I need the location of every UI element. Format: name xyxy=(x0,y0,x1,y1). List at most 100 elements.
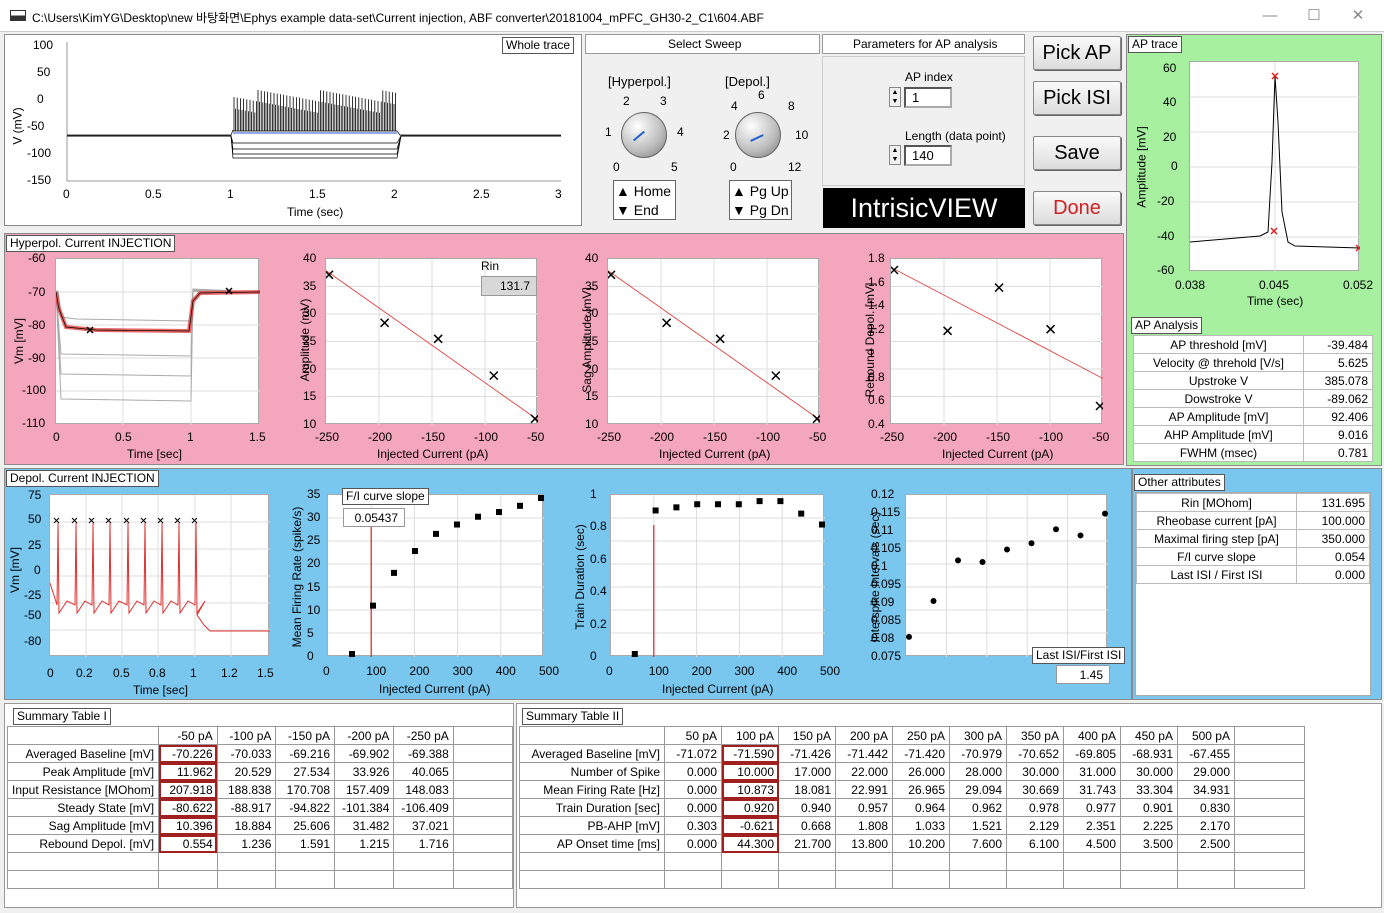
row-label[interactable]: AP Onset time [ms] xyxy=(519,834,665,853)
table-cell[interactable]: 1.521 xyxy=(949,816,1007,835)
table-cell[interactable]: 2.225 xyxy=(1120,816,1178,835)
table-cell[interactable]: 2.129 xyxy=(1006,816,1064,835)
table-cell[interactable]: 0.000 xyxy=(664,762,722,781)
row-label[interactable]: Steady State [mV] xyxy=(6,798,160,817)
table-cell[interactable]: 0.000 xyxy=(664,798,722,817)
table-cell[interactable]: 18.081 xyxy=(778,780,836,799)
table-row[interactable]: Steady State [mV] -80.622 -88.917 -94.822 -1… xyxy=(6,798,513,817)
table-cell[interactable]: 0.978 xyxy=(1006,798,1064,817)
table-cell[interactable]: -70.226 xyxy=(158,744,218,763)
table-cell[interactable]: 40.065 xyxy=(393,762,454,781)
table-cell[interactable]: 2.500 xyxy=(1177,834,1235,853)
table-cell[interactable]: 17.000 xyxy=(778,762,836,781)
table-cell[interactable]: -80.622 xyxy=(158,798,218,817)
table-cell[interactable]: 2.170 xyxy=(1177,816,1235,835)
table-cell[interactable]: -70.033 xyxy=(216,744,277,763)
length-input[interactable]: 140 xyxy=(904,145,952,166)
close-button[interactable]: ✕ xyxy=(1351,7,1365,24)
table-cell[interactable]: 37.021 xyxy=(393,816,454,835)
table-cell[interactable]: 33.926 xyxy=(334,762,395,781)
table-cell[interactable]: 0.000 xyxy=(664,780,722,799)
table-cell[interactable]: 1.033 xyxy=(892,816,950,835)
table-cell[interactable]: 26.965 xyxy=(892,780,950,799)
table-cell[interactable]: 13.800 xyxy=(835,834,893,853)
table-row[interactable]: Input Resistance [MOhom] 207.918 188.838 17… xyxy=(6,780,513,799)
table-cell[interactable]: 28.000 xyxy=(949,762,1007,781)
table-cell[interactable]: -69.805 xyxy=(1063,744,1121,763)
table-cell[interactable]: 157.409 xyxy=(334,780,395,799)
table-cell[interactable]: 7.600 xyxy=(949,834,1007,853)
end-button[interactable]: ▼ End xyxy=(616,202,659,218)
table-cell[interactable]: 29.094 xyxy=(949,780,1007,799)
table-cell[interactable]: 1.236 xyxy=(216,834,277,853)
row-label[interactable]: Rebound Depol. [mV] xyxy=(6,834,160,853)
maximize-button[interactable]: ☐ xyxy=(1307,7,1321,24)
table-cell[interactable]: 0.940 xyxy=(778,798,836,817)
table-cell[interactable]: 18.884 xyxy=(216,816,277,835)
table-cell[interactable]: 1.716 xyxy=(393,834,454,853)
table-row[interactable]: PB-AHP [mV] 0.303 -0.621 0.668 1.808 1.033 1.5… xyxy=(519,816,1305,835)
table-cell[interactable]: 26.000 xyxy=(892,762,950,781)
table-cell[interactable]: -71.426 xyxy=(778,744,836,763)
table-cell[interactable]: 10.000 xyxy=(721,762,779,781)
table-cell[interactable]: 0.554 xyxy=(158,834,218,853)
table-cell[interactable]: -71.072 xyxy=(664,744,722,763)
table-cell[interactable]: 10.396 xyxy=(158,816,218,835)
table-cell[interactable]: 1.808 xyxy=(835,816,893,835)
hyperpol-knob[interactable] xyxy=(621,112,667,158)
table-cell[interactable]: -71.590 xyxy=(721,744,779,763)
table-cell[interactable]: 30.000 xyxy=(1120,762,1178,781)
table-cell[interactable]: -69.216 xyxy=(275,744,336,763)
table-row[interactable]: Train Duration [sec] 0.000 0.920 0.940 0.957… xyxy=(519,798,1305,817)
table-cell[interactable]: 27.534 xyxy=(275,762,336,781)
table-cell[interactable]: 4.500 xyxy=(1063,834,1121,853)
row-label[interactable]: PB-AHP [mV] xyxy=(519,816,665,835)
table-cell[interactable]: -69.902 xyxy=(334,744,395,763)
table-row[interactable]: Averaged Baseline [mV] -71.072 -71.590 -71.… xyxy=(519,744,1305,763)
table-cell[interactable]: 44.300 xyxy=(721,834,779,853)
row-label[interactable]: Mean Firing Rate [Hz] xyxy=(519,780,665,799)
table-cell[interactable]: 20.529 xyxy=(216,762,277,781)
table-cell[interactable]: 0.830 xyxy=(1177,798,1235,817)
table-row[interactable]: Rebound Depol. [mV] 0.554 1.236 1.591 1.215 1… xyxy=(6,834,513,853)
table-cell[interactable]: 22.000 xyxy=(835,762,893,781)
table-cell[interactable]: 10.200 xyxy=(892,834,950,853)
table-row[interactable]: Averaged Baseline [mV] -70.226 -70.033 -69.… xyxy=(6,744,513,763)
table-cell[interactable]: -71.420 xyxy=(892,744,950,763)
table-cell[interactable]: 31.743 xyxy=(1063,780,1121,799)
row-label[interactable]: Train Duration [sec] xyxy=(519,798,665,817)
table-cell[interactable]: 0.977 xyxy=(1063,798,1121,817)
table-cell[interactable]: -0.621 xyxy=(721,816,779,835)
table-cell[interactable]: 3.500 xyxy=(1120,834,1178,853)
row-label[interactable]: Number of Spike xyxy=(519,762,665,781)
table-cell[interactable]: -88.917 xyxy=(216,798,277,817)
save-button[interactable]: Save xyxy=(1033,136,1121,170)
table-cell[interactable]: 31.482 xyxy=(334,816,395,835)
table-cell[interactable]: 10.873 xyxy=(721,780,779,799)
ap-index-input[interactable]: 1 xyxy=(904,87,952,108)
row-label[interactable]: Averaged Baseline [mV] xyxy=(6,744,160,763)
table-cell[interactable]: -68.931 xyxy=(1120,744,1178,763)
table-cell[interactable]: 6.100 xyxy=(1006,834,1064,853)
table-cell[interactable]: 31.000 xyxy=(1063,762,1121,781)
pick-ap-button[interactable]: Pick AP xyxy=(1033,36,1121,70)
row-label[interactable]: Sag Amplitude [mV] xyxy=(6,816,160,835)
table-cell[interactable]: 33.304 xyxy=(1120,780,1178,799)
table-cell[interactable]: 0.000 xyxy=(664,834,722,853)
row-label[interactable]: Input Resistance [MOhom] xyxy=(6,780,160,799)
table-cell[interactable]: 0.920 xyxy=(721,798,779,817)
minimize-button[interactable]: — xyxy=(1262,7,1278,24)
pick-isi-button[interactable]: Pick ISI xyxy=(1033,81,1121,115)
table-cell[interactable]: 21.700 xyxy=(778,834,836,853)
table-cell[interactable]: 0.303 xyxy=(664,816,722,835)
table-cell[interactable]: -71.442 xyxy=(835,744,893,763)
table-row[interactable]: Peak Amplitude [mV] 11.962 20.529 27.534 33.… xyxy=(6,762,513,781)
table-cell[interactable]: 0.964 xyxy=(892,798,950,817)
table-cell[interactable]: 0.668 xyxy=(778,816,836,835)
table-cell[interactable]: 22.991 xyxy=(835,780,893,799)
table-row[interactable]: Mean Firing Rate [Hz] 0.000 10.873 18.081 22… xyxy=(519,780,1305,799)
table-cell[interactable]: -70.979 xyxy=(949,744,1007,763)
table-cell[interactable]: 34.931 xyxy=(1177,780,1235,799)
table-cell[interactable]: 0.957 xyxy=(835,798,893,817)
row-label[interactable]: Peak Amplitude [mV] xyxy=(6,762,160,781)
